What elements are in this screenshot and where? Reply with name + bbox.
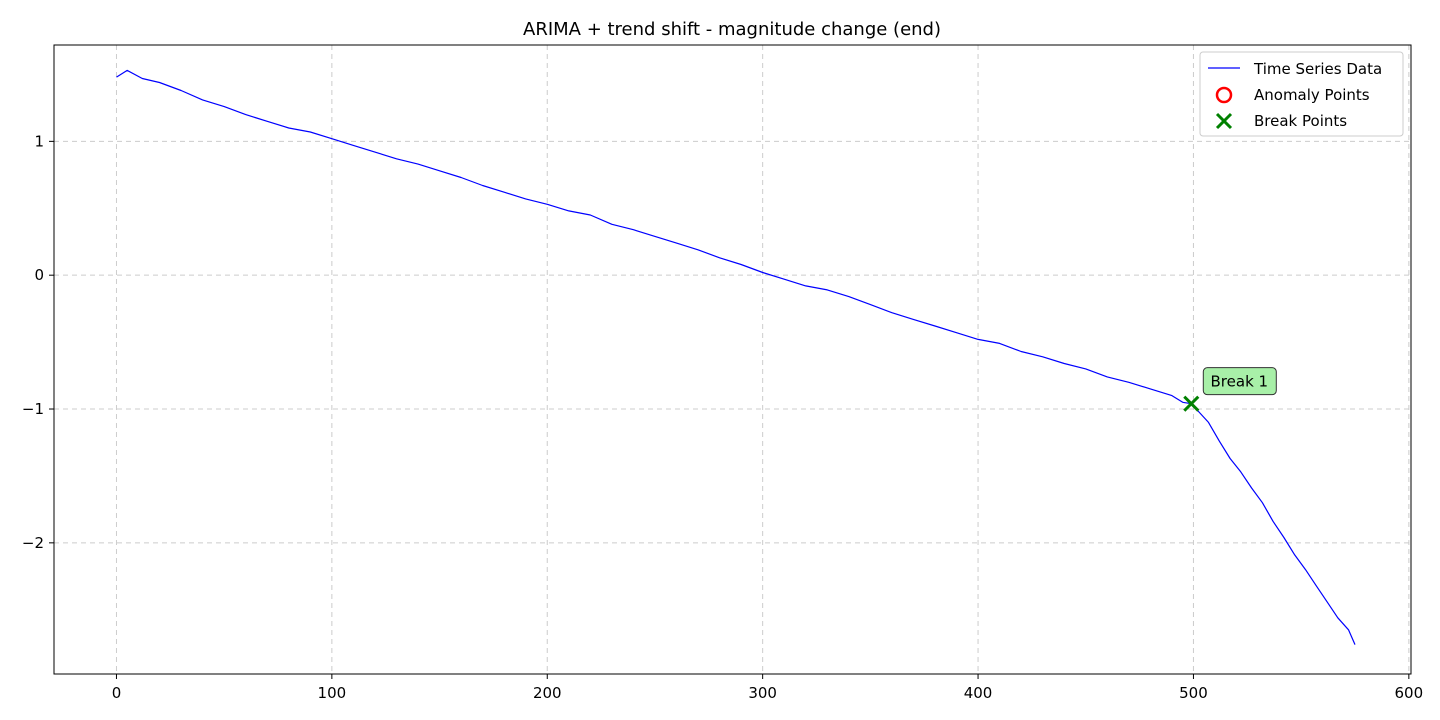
tick-layer: 0 100 200 300 400 500 600 1 0 −1 −2 <box>22 132 1423 702</box>
x-tick-label: 0 <box>112 684 122 702</box>
y-tick-label: 0 <box>34 266 44 284</box>
break-layer: Break 1 <box>1183 367 1277 412</box>
series-layer <box>116 69 1356 645</box>
legend-box <box>1199 51 1404 137</box>
break-annotation-label: Break 1 <box>1211 373 1269 391</box>
series-line <box>116 69 1356 645</box>
x-tick-label: 100 <box>318 684 347 702</box>
grid-layer <box>54 45 1411 674</box>
x-tick-label: 500 <box>1179 684 1208 702</box>
legend-circle-icon <box>1215 86 1233 104</box>
legend-label-break: Break Points <box>1254 112 1347 130</box>
chart-title: ARIMA + trend shift - magnitude change (… <box>523 19 941 40</box>
y-tick-label: −1 <box>22 400 44 418</box>
break-annotation-box <box>1202 367 1277 396</box>
y-tick-label: 1 <box>34 132 44 150</box>
x-tick-label: 600 <box>1395 684 1424 702</box>
y-tick-label: −2 <box>22 534 44 552</box>
legend-label-series: Time Series Data <box>1253 60 1382 78</box>
plot-area-frame <box>53 44 1412 675</box>
legend-label-anomaly: Anomaly Points <box>1254 86 1370 104</box>
break-point-marker <box>1183 395 1200 412</box>
x-tick-label: 200 <box>533 684 562 702</box>
x-tick-label: 400 <box>964 684 993 702</box>
x-tick-label: 300 <box>748 684 777 702</box>
legend-x-icon <box>1215 112 1233 130</box>
legend: Time Series Data Anomaly Points Break Po… <box>1199 51 1404 137</box>
break-marker-stroke <box>1183 395 1200 412</box>
